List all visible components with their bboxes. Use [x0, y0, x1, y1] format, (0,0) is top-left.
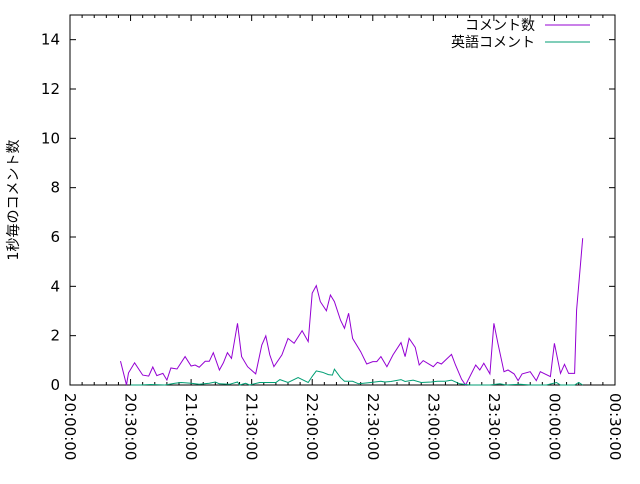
legend-label-comments: コメント数: [465, 18, 535, 34]
x-tick-label: 20:00:00: [61, 393, 79, 460]
x-tick-label: 23:30:00: [485, 393, 503, 460]
y-tick-label: 2: [50, 327, 60, 345]
series-line-1: [130, 368, 583, 386]
axes: [69, 14, 616, 386]
x-tick-labels: 20:00:00 20:30:00 21:00:00 21:30:00 22:00:00…: [61, 393, 624, 460]
series-lines: [120, 238, 584, 386]
x-tick-label: 22:00:00: [303, 393, 321, 460]
x-tick-label: 21:00:00: [182, 393, 200, 460]
y-tick-label: 4: [50, 277, 60, 295]
x-tick-label: 22:30:00: [364, 393, 382, 460]
x-tick-label: 20:30:00: [122, 393, 140, 460]
y-tick-label: 10: [41, 129, 60, 147]
y-tick-labels: 0 2 4 6 8 10 12 14: [41, 31, 60, 394]
series-line-0: [120, 238, 584, 386]
x-tick-label: 23:00:00: [424, 393, 442, 460]
y-tick-label: 14: [41, 31, 60, 49]
x-tick-label: 21:30:00: [243, 393, 261, 460]
y-tick-label: 6: [50, 228, 60, 246]
x-tick-label: 00:30:00: [606, 393, 624, 460]
plot-frame: [69, 14, 616, 386]
x-tick-label: 00:00:00: [545, 393, 563, 460]
y-axis-label: 1秒毎のコメント数: [6, 140, 22, 261]
y-tick-label: 12: [41, 80, 60, 98]
legend: コメント数 英語コメント: [451, 18, 590, 51]
legend-label-english-comments: 英語コメント: [451, 34, 535, 51]
y-tick-label: 0: [50, 376, 60, 394]
y-tick-label: 8: [50, 179, 60, 197]
